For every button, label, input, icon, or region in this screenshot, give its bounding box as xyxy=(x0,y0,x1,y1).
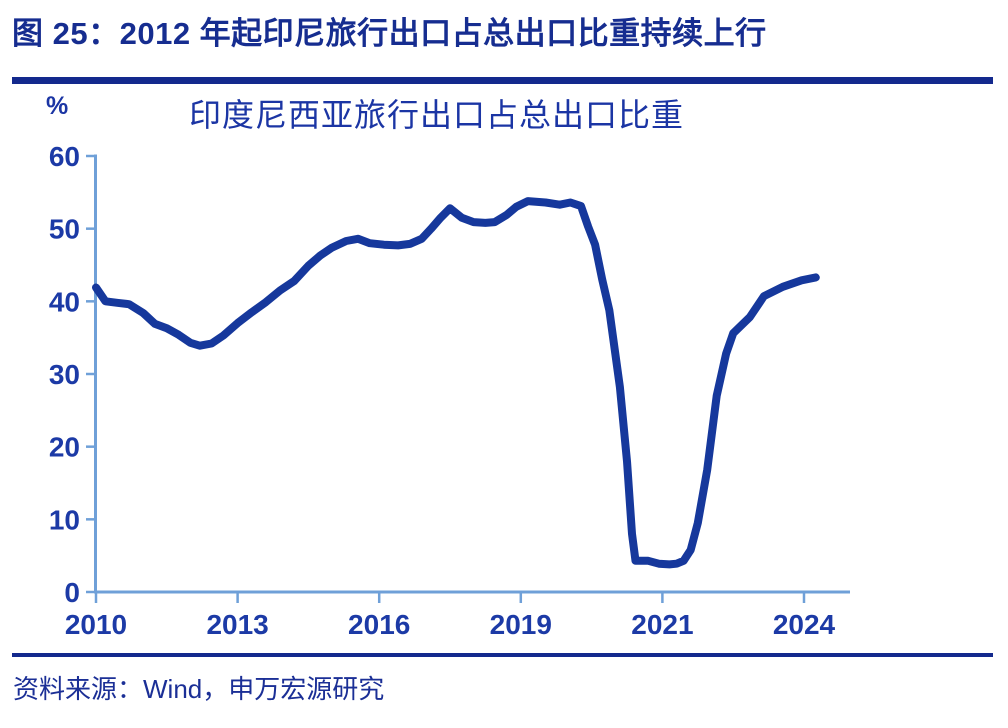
chart-title: 印度尼西亚旅行出口占总出口比重 xyxy=(189,97,685,133)
y-tick-label: 60 xyxy=(49,141,80,172)
travel-export-share-line xyxy=(92,197,820,569)
source-text: 资料来源：Wind，申万宏源研究 xyxy=(13,674,385,704)
y-tick-label: 0 xyxy=(64,577,80,608)
x-tick-label: 2010 xyxy=(65,609,127,640)
y-tick-label: 20 xyxy=(49,432,80,463)
x-tick-label: 2016 xyxy=(348,609,410,640)
y-tick-label: 10 xyxy=(49,504,80,535)
y-tick-label: 40 xyxy=(49,286,80,317)
source-divider-rule xyxy=(12,653,993,657)
figure-title: 图 25：2012 年起印尼旅行出口占总出口比重持续上行 xyxy=(12,16,767,51)
x-tick-label: 2019 xyxy=(490,609,552,640)
y-tick-label: 30 xyxy=(49,359,80,390)
x-tick-label: 2021 xyxy=(631,609,693,640)
x-tick-label: 2024 xyxy=(773,609,836,640)
y-tick-label: 50 xyxy=(49,214,80,245)
y-axis-unit-label: % xyxy=(46,92,69,120)
x-tick-label: 2013 xyxy=(206,609,268,640)
title-underline-rule xyxy=(12,77,993,84)
